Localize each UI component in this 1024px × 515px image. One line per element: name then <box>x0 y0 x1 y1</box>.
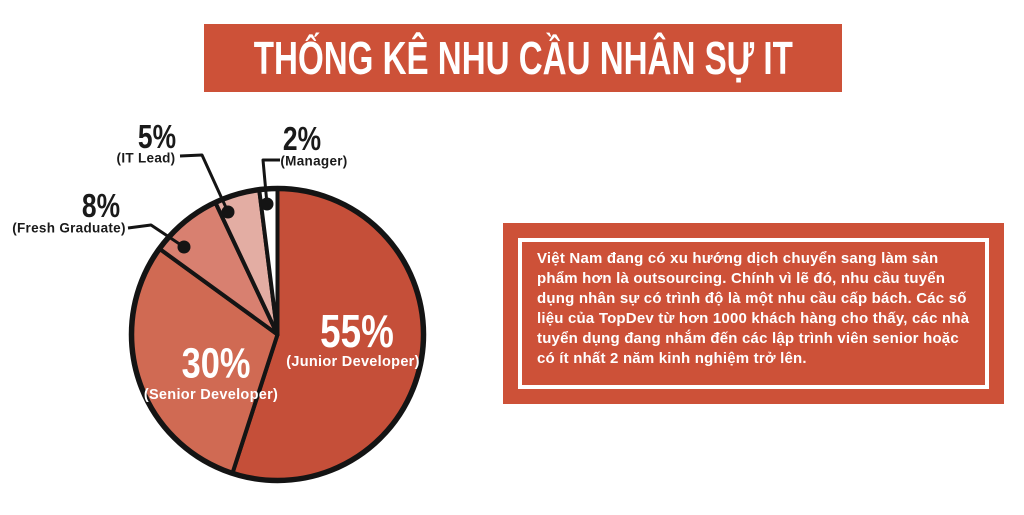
slice-label-junior-developer: (Junior Developer) <box>286 354 420 370</box>
slice-label-manager: (Manager) <box>280 153 348 169</box>
slice-label-it-lead: (IT Lead) <box>116 150 176 166</box>
page-title: THỐNG KÊ NHU CẦU NHÂN SỰ IT <box>253 32 793 84</box>
leader-dot-fresh-graduate <box>177 240 191 254</box>
slice-label-senior-developer: (Senior Developer) <box>143 387 279 403</box>
info-box: Việt Nam đang có xu hướng dịch chuyển sa… <box>503 223 1004 404</box>
leader-dot-manager <box>260 197 274 211</box>
slice-value-it-lead: 5% <box>137 118 177 155</box>
pie-chart-svg <box>127 153 427 484</box>
info-box-text: Việt Nam đang có xu hướng dịch chuyển sa… <box>537 250 970 367</box>
slice-label-fresh-graduate: (Fresh Graduate) <box>12 220 126 236</box>
leader-dot-it-lead <box>221 205 235 219</box>
title-banner: THỐNG KÊ NHU CẦU NHÂN SỰ IT <box>204 24 842 92</box>
leader-line-it-lead <box>179 153 230 213</box>
leader-line-fresh-graduate <box>127 223 185 249</box>
slice-value-senior-developer: 30% <box>181 339 251 388</box>
leader-line-manager <box>261 158 280 205</box>
slice-value-manager: 2% <box>282 120 322 157</box>
pie-outline <box>128 185 427 484</box>
slice-value-fresh-graduate: 8% <box>81 187 121 224</box>
slice-value-junior-developer: 55% <box>320 305 394 357</box>
pie-chart-area: 55% (Junior Developer) 30% (Senior Devel… <box>0 100 512 515</box>
